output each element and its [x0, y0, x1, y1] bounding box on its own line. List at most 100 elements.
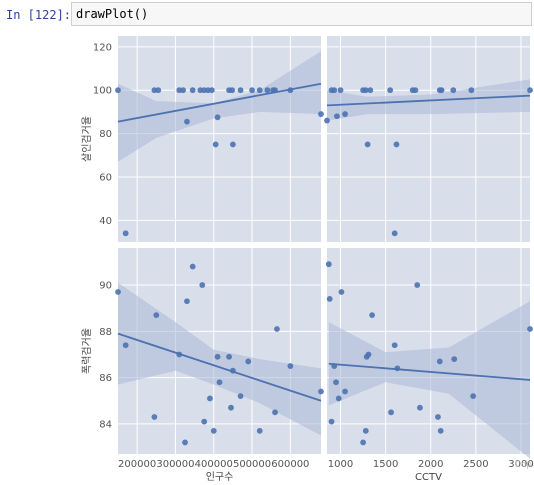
data-point [318, 111, 324, 117]
data-point [360, 439, 366, 446]
panel-background-r0c1 [327, 36, 530, 242]
y-tick-label: 60 [99, 172, 112, 183]
y-tick-label: 120 [93, 42, 112, 53]
y-tick-label: 90 [99, 281, 112, 292]
data-point [328, 418, 335, 425]
data-point [214, 353, 221, 360]
data-point [436, 358, 443, 365]
confidence-band-r1c1 [328, 301, 530, 459]
x-tick-label: 500000 [233, 459, 271, 470]
data-point [208, 87, 215, 94]
data-point [228, 404, 234, 411]
data-point [333, 379, 339, 386]
data-point [212, 141, 219, 148]
y-tick-label: 88 [99, 327, 112, 338]
data-point [362, 87, 369, 94]
data-point [237, 393, 244, 400]
data-point [189, 87, 196, 94]
x-tick-label: 1500 [373, 459, 398, 470]
data-point [229, 87, 236, 94]
data-point [155, 87, 162, 94]
data-point [365, 351, 372, 358]
x-tick-label: 400000 [195, 459, 233, 470]
y-axis-label: 살인검거율 [81, 116, 93, 162]
x-axis-label: CCTV [415, 472, 442, 483]
data-point [470, 393, 477, 400]
regression-line-r1c1 [328, 362, 531, 381]
code-input[interactable]: drawPlot() [71, 2, 532, 26]
y-axis-label: 폭력검거율 [81, 328, 93, 374]
y-tick-label: 40 [99, 216, 112, 227]
data-point [412, 87, 419, 94]
data-point [527, 87, 533, 94]
data-point [326, 296, 333, 302]
data-point [201, 418, 208, 425]
data-point [417, 404, 423, 411]
data-point [334, 113, 340, 120]
code-text: drawPlot() [76, 7, 149, 21]
data-point [230, 141, 236, 148]
data-point [342, 111, 348, 117]
data-point [274, 326, 280, 332]
data-point [180, 87, 187, 94]
data-point [331, 87, 338, 94]
y-tick-label: 80 [99, 129, 112, 140]
data-point [527, 326, 533, 332]
data-point [226, 353, 232, 360]
data-point [153, 312, 160, 319]
data-point [391, 230, 398, 237]
data-point [237, 87, 244, 94]
x-tick-label: 1000 [328, 459, 353, 470]
x-tick-label: 2000 [418, 459, 443, 470]
x-tick-label: 200000 [118, 459, 156, 470]
watermark-text: Cop [514, 460, 532, 470]
data-point [210, 427, 217, 434]
regression-line-r1c0 [117, 332, 322, 402]
data-point [256, 427, 263, 434]
data-point [249, 87, 255, 94]
data-point [115, 289, 121, 295]
data-point [468, 87, 475, 94]
x-tick-label: 300000 [156, 459, 194, 470]
data-point [184, 298, 190, 305]
data-point [438, 87, 445, 94]
data-point [245, 358, 252, 365]
data-point [216, 379, 223, 386]
data-point [325, 261, 332, 268]
data-point [367, 87, 374, 94]
x-tick-label: 3000 [508, 459, 533, 470]
data-point [207, 395, 213, 402]
data-point [388, 409, 394, 416]
data-point [364, 141, 371, 148]
data-point [184, 118, 190, 125]
data-point [393, 141, 400, 148]
data-point [122, 342, 129, 349]
data-point [324, 117, 330, 124]
data-point [115, 87, 121, 94]
data-point [122, 230, 129, 237]
y-tick-label: 100 [93, 86, 112, 97]
x-tick-label: 600000 [271, 459, 309, 470]
data-point [287, 363, 294, 369]
data-point [338, 289, 345, 295]
y-tick-label: 86 [99, 373, 112, 384]
data-point [318, 388, 324, 395]
x-axis-label: 인구수 [206, 471, 234, 483]
confidence-band-r1c0 [118, 282, 321, 436]
data-point [369, 312, 376, 319]
data-point [189, 263, 196, 270]
data-point [264, 87, 271, 94]
data-point [151, 414, 158, 420]
data-point [362, 427, 369, 434]
confidence-band-r0c0 [118, 51, 321, 162]
data-point [337, 87, 344, 94]
data-point [335, 395, 342, 402]
data-point [437, 427, 444, 434]
data-point [414, 282, 421, 288]
cell-prompt: In [122]: [6, 8, 72, 22]
data-point [342, 388, 348, 395]
y-tick-label: 84 [99, 419, 112, 430]
data-point [451, 356, 458, 363]
notebook-cell: In [122]: drawPlot() [0, 0, 534, 32]
